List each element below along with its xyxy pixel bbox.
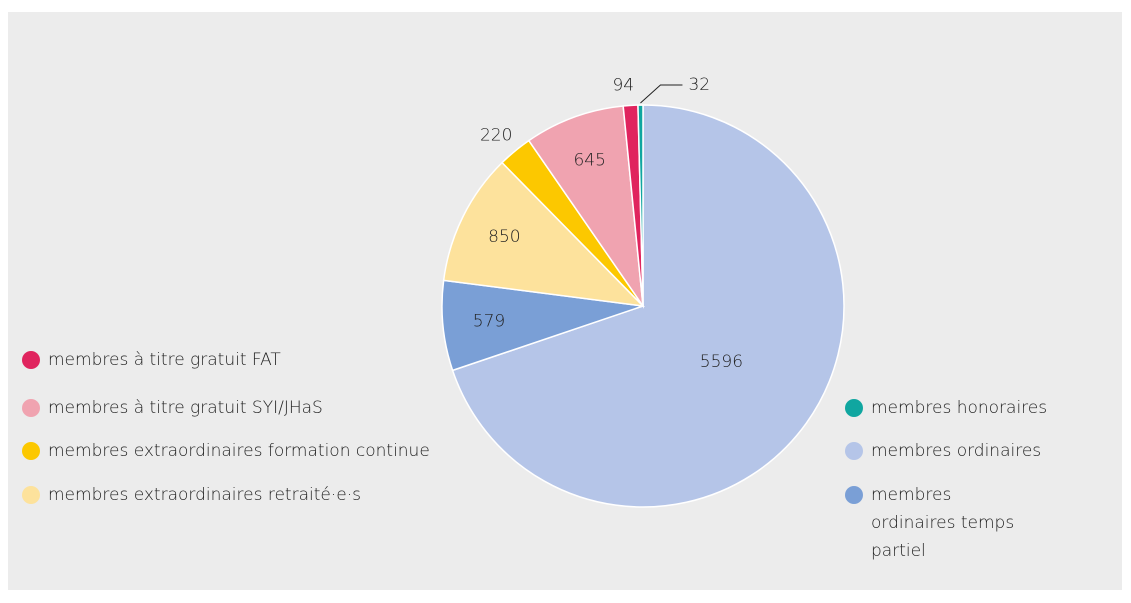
legend-item: membres ordinaires: [845, 437, 1105, 465]
legend-label: membres honoraires: [871, 398, 1048, 418]
legend-marker: [845, 442, 863, 460]
legend-item: membres à titre gratuit SYI/JHaS: [22, 394, 442, 422]
legend-marker: [22, 399, 40, 417]
data-label: 579: [473, 311, 505, 331]
legend-label: membres extraordinaires retraité·e·s: [48, 485, 361, 505]
legend-label: membres extraordinaires formation contin…: [48, 441, 430, 461]
legend-label: membres ordinaires: [871, 441, 1042, 461]
legend-marker: [845, 399, 863, 417]
legend-item: membres extraordinaires retraité·e·s: [22, 481, 442, 509]
legend-label: membres à titre gratuit FAT: [48, 350, 281, 370]
data-label: 850: [488, 227, 520, 247]
pie-slice: [637, 104, 644, 307]
pie-slice: [442, 161, 646, 308]
legend-item: membres extraordinaires formation contin…: [22, 437, 502, 465]
legend-marker: [845, 486, 863, 504]
legend-label: membres à titre gratuit SYI/JHaS: [48, 398, 323, 418]
legend-item: membres à titre gratuit FAT: [22, 346, 442, 374]
legend-item: membres honoraires: [845, 394, 1105, 422]
legend-item: membres ordinaires temps partiel: [845, 481, 1025, 565]
pie-slice: [451, 104, 845, 508]
data-label: 645: [573, 151, 605, 171]
legend-label: membres ordinaires temps partiel: [871, 485, 1015, 561]
legend-marker: [22, 442, 40, 460]
data-label: 5596: [700, 352, 743, 372]
data-label: 32: [688, 75, 710, 95]
legend-marker: [22, 486, 40, 504]
pie-slice: [527, 105, 645, 309]
data-label: 94: [612, 75, 634, 95]
legend-marker: [22, 351, 40, 369]
leader-line: [640, 84, 683, 104]
data-label: 220: [480, 126, 512, 146]
